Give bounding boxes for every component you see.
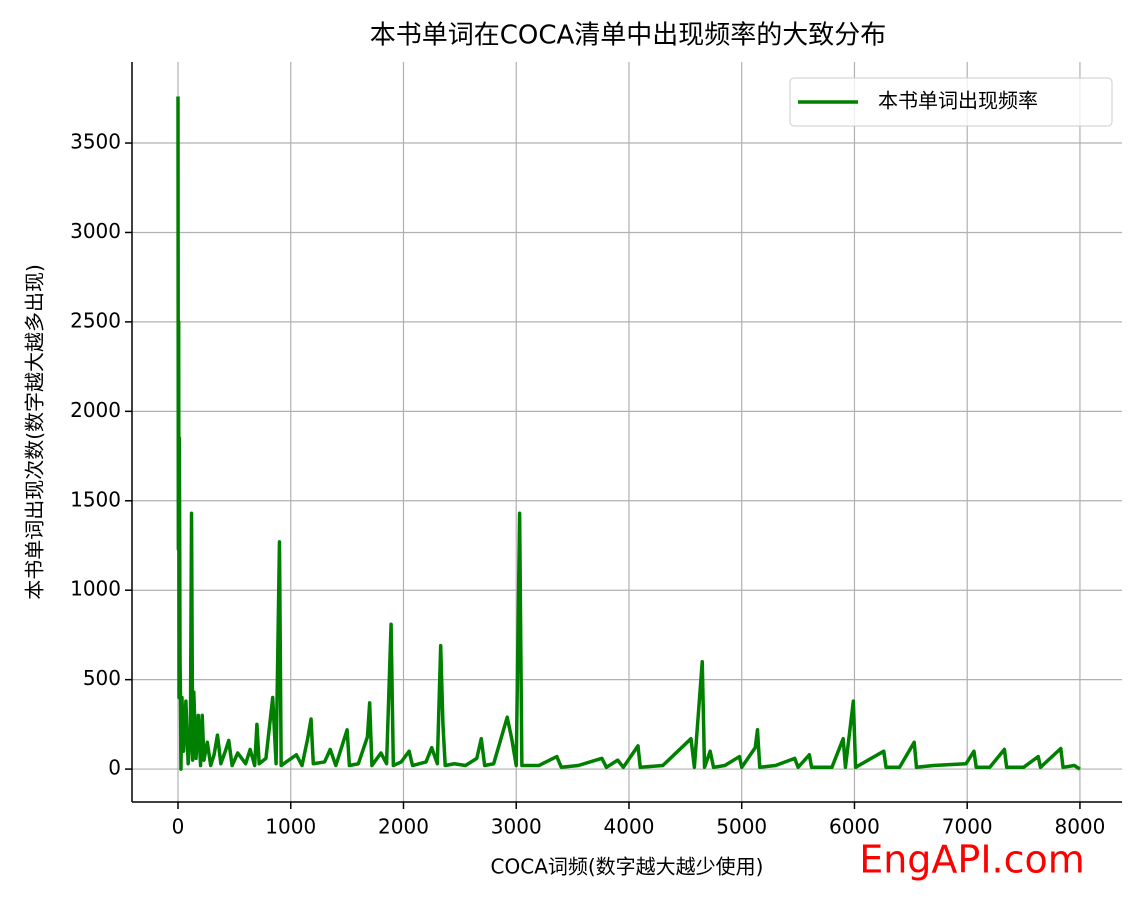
- x-tick-label: 5000: [716, 815, 767, 839]
- chart-title: 本书单词在COCA清单中出现频率的大致分布: [370, 21, 887, 51]
- x-tick-label: 8000: [1054, 815, 1105, 839]
- legend-box: [789, 77, 1113, 127]
- data-line: [176, 96, 1081, 771]
- y-tick-label: 3500: [70, 130, 121, 154]
- y-tick-label: 3000: [70, 219, 121, 243]
- x-tick-label: 7000: [942, 815, 993, 839]
- x-tick-label: 1000: [265, 815, 316, 839]
- x-tick-label: 3000: [491, 815, 542, 839]
- x-tick-label: 4000: [604, 815, 655, 839]
- y-axis-label: 本书单词出现次数(数字越大越多出现): [23, 264, 47, 600]
- x-tick-label: 0: [172, 815, 185, 839]
- watermark: EngAPI.com: [859, 838, 1085, 882]
- y-tick-label: 2500: [70, 308, 121, 332]
- y-tick-label: 1500: [70, 487, 121, 511]
- x-axis-label: COCA词频(数字越大越少使用): [491, 855, 764, 879]
- x-tick-label: 6000: [829, 815, 880, 839]
- y-tick-label: 0: [108, 756, 121, 780]
- legend-label: 本书单词出现频率: [878, 89, 1038, 113]
- y-tick-label: 2000: [70, 398, 121, 422]
- x-tick-label: 2000: [378, 815, 429, 839]
- y-tick-label: 500: [83, 666, 121, 690]
- y-tick-label: 1000: [70, 577, 121, 601]
